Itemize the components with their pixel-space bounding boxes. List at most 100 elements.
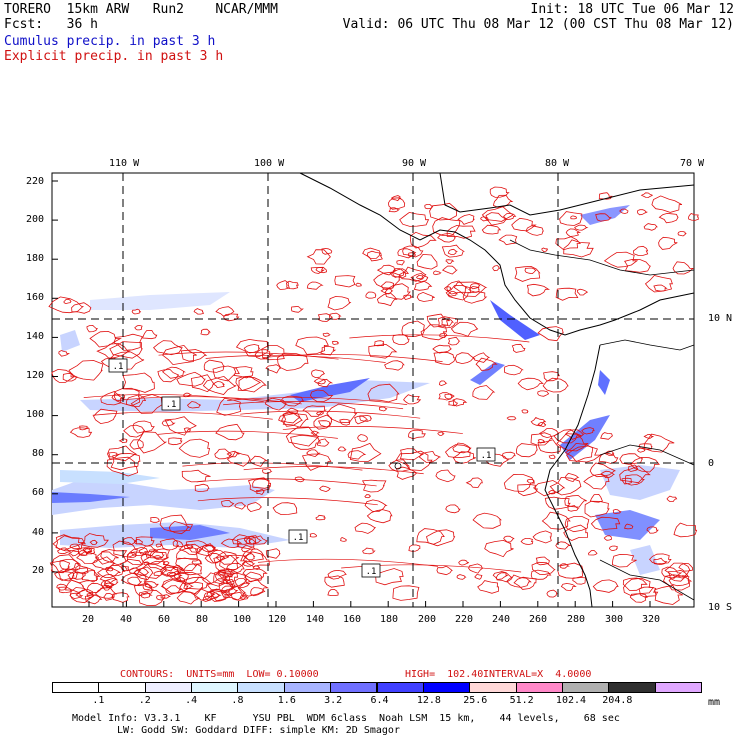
- x-tick-label: 180: [380, 614, 399, 625]
- colorbar-label: 1.6: [277, 695, 296, 706]
- colorbar-label: .1: [92, 695, 105, 706]
- colorbar-cell: [330, 682, 378, 693]
- precip-contour: [217, 569, 227, 575]
- colorbar-label: .2: [138, 695, 151, 706]
- precip-contour: [397, 248, 417, 259]
- precip-contour: [290, 434, 322, 450]
- precip-contour: [71, 302, 92, 314]
- precip-contour: [79, 425, 90, 431]
- precip-contour: [306, 281, 324, 290]
- precip-contour: [388, 207, 401, 213]
- y-tick-label: 160: [26, 292, 45, 303]
- precip-contour: [252, 478, 272, 489]
- x-tick-label: 160: [343, 614, 362, 625]
- x-tick-label: 320: [642, 614, 661, 625]
- precip-contour: [226, 562, 245, 576]
- precip-contour: [209, 588, 233, 602]
- precip-contour: [472, 512, 502, 529]
- precip-contour: [590, 516, 621, 531]
- precip-contour: [630, 456, 660, 473]
- precip-contour: [158, 351, 339, 360]
- colorbar-cell: [469, 682, 517, 693]
- precip-contour: [367, 383, 400, 403]
- precip-contour: [220, 538, 243, 549]
- precip-contour: [418, 450, 441, 463]
- precip-contour: [121, 396, 302, 405]
- precip-contour: [316, 438, 330, 447]
- precip-contour: [159, 514, 194, 532]
- precip-contour: [337, 446, 347, 452]
- cumulus-legend: Cumulus precip. in past 3 h: [4, 34, 216, 49]
- precip-contour: [583, 473, 610, 490]
- x-tick-label: 220: [455, 614, 474, 625]
- precip-contour: [574, 224, 589, 231]
- precip-fill: [60, 470, 160, 484]
- precip-contour: [142, 584, 153, 590]
- precip-contour: [327, 589, 339, 596]
- precip-contour: [203, 544, 216, 552]
- colorbar-label: 3.2: [324, 695, 343, 706]
- precip-contour: [153, 340, 183, 356]
- precip-contour: [173, 572, 189, 582]
- precip-contour: [520, 538, 534, 545]
- precip-contour: [172, 539, 184, 548]
- precip-contour: [498, 234, 518, 246]
- precip-contour: [595, 213, 612, 222]
- precip-contour: [663, 574, 693, 591]
- precip-contour: [359, 414, 372, 422]
- precip-contour: [658, 236, 678, 250]
- precip-contour: [81, 569, 101, 583]
- precip-contour: [309, 533, 318, 538]
- lon-label: 70 W: [680, 158, 705, 169]
- contour-label-box: [288, 529, 308, 544]
- precip-contour: [108, 351, 145, 370]
- contour-label: .1: [366, 567, 377, 577]
- precip-contour: [501, 451, 516, 460]
- precip-contour: [408, 544, 421, 552]
- precip-contour: [63, 298, 72, 305]
- precip-contour: [354, 522, 377, 534]
- precip-contour: [321, 248, 333, 255]
- precip-contour: [424, 204, 434, 210]
- precip-contour: [515, 443, 538, 458]
- precip-contour: [452, 451, 476, 464]
- precip-contour: [186, 401, 201, 409]
- precip-contour: [438, 380, 448, 387]
- precip-contour: [236, 537, 258, 550]
- x-tick-label: 120: [268, 614, 287, 625]
- precip-contour: [624, 258, 651, 273]
- precip-contour: [564, 429, 585, 440]
- precip-contour: [239, 594, 249, 600]
- precip-contour: [572, 577, 587, 585]
- precip-contour: [567, 505, 580, 512]
- contour-label: .1: [113, 362, 124, 372]
- precip-contour: [390, 195, 402, 202]
- precip-contour: [156, 594, 166, 601]
- precip-contour: [506, 574, 532, 588]
- colorbar-label: 12.8: [416, 695, 441, 706]
- precip-contour: [177, 571, 205, 585]
- precip-contour: [235, 375, 261, 391]
- precip-contour: [619, 453, 643, 465]
- precip-contour: [51, 554, 81, 573]
- contour-label-box: [108, 358, 128, 373]
- precip-contour: [564, 516, 590, 533]
- precip-contour: [563, 524, 588, 541]
- precip-contour: [223, 572, 248, 588]
- precip-contour: [280, 395, 304, 407]
- precip-contour: [576, 288, 589, 296]
- precip-contour: [413, 280, 433, 291]
- precip-contour: [496, 572, 514, 583]
- precip-contour: [316, 378, 334, 388]
- colorbar-cell: [422, 682, 471, 693]
- precip-contour: [384, 283, 411, 300]
- init-time: Init: 18 UTC Tue 06 Mar 12: [530, 2, 735, 17]
- precip-contour: [673, 522, 698, 538]
- precip-contour: [282, 426, 463, 434]
- precip-contour: [281, 411, 301, 424]
- precip-contour: [340, 537, 347, 542]
- precip-contour: [113, 387, 141, 407]
- precip-contour: [511, 217, 537, 232]
- precip-contour: [122, 537, 138, 545]
- precip-contour: [317, 313, 334, 322]
